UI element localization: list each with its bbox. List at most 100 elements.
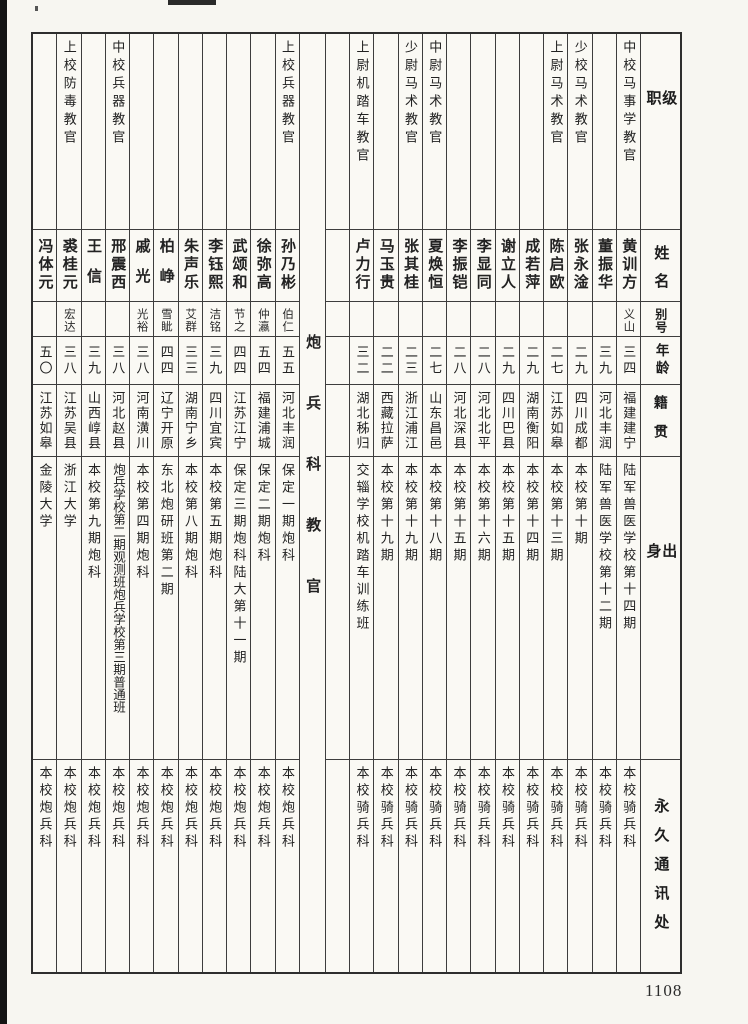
- native-cell: 河北北平: [471, 385, 495, 457]
- person-name: 徐弥高: [254, 238, 272, 292]
- person-address: 本校炮兵科: [110, 766, 126, 851]
- column-header-age: 年龄: [653, 343, 669, 378]
- origin-cell: 本校第十六期: [471, 457, 495, 760]
- origin-cell: 保定二期炮科: [251, 457, 275, 760]
- column-header-alias: 别号: [653, 308, 668, 334]
- address-cell: 本校炮兵科: [203, 760, 226, 972]
- native-cell: 江苏江宁: [227, 385, 251, 457]
- person-age: 二二: [378, 345, 394, 377]
- person-address: 本校骑兵科: [427, 766, 443, 851]
- age-cell: 三四: [616, 337, 640, 385]
- page-number: 1108: [645, 981, 683, 1000]
- native-cell: 江苏如皋: [544, 385, 568, 457]
- person-native: 四川宜宾: [207, 391, 223, 451]
- person-native: 河南潢川: [134, 391, 150, 451]
- rank-cell: [202, 34, 226, 230]
- alias-cell: 雪眦: [154, 302, 178, 337]
- rank-cell: [251, 34, 275, 230]
- person-origin: 本校第五期炮科: [207, 463, 223, 582]
- person-column: 上校兵器教官 孙乃彬 伯仁 五五 河北丰润 保定一期炮科 本校炮兵科: [274, 34, 299, 972]
- origin-cell: 保定一期炮科: [275, 457, 299, 760]
- person-name: 谢立人: [499, 238, 516, 292]
- column-header-native: 籍贯: [652, 395, 669, 453]
- person-origin: 东北炮研班第二期: [158, 463, 174, 599]
- name-cell: 李钰熙: [202, 230, 226, 302]
- age-cell: 五〇: [33, 337, 57, 385]
- scan-artifact-mark: [168, 0, 216, 5]
- person-rank: 上校防毒教官: [61, 40, 77, 148]
- person-column: 谢立人 二九 四川巴县 本校第十五期 本校骑兵科: [494, 34, 519, 972]
- native-cell: 四川成都: [568, 385, 592, 457]
- person-address: 本校炮兵科: [134, 766, 150, 851]
- origin-cell: 交辎学校机踏车训练班: [350, 457, 374, 760]
- person-origin: 保定二期炮科: [255, 463, 271, 565]
- person-name: 李振铠: [450, 238, 468, 292]
- person-column: 王信 三九 山西崞县 本校第九期炮科 本校炮兵科: [80, 34, 105, 972]
- person-name: 陈启欧: [547, 238, 565, 292]
- person-age: 二八: [475, 345, 491, 377]
- column-header-address: 永久通讯处: [652, 798, 670, 943]
- person-alias: 伯仁: [281, 308, 294, 333]
- person-address: 本校炮兵科: [207, 766, 223, 851]
- person-rank: 少校马术教官: [572, 40, 588, 148]
- age-cell: 三八: [57, 337, 81, 385]
- rank-cell: [374, 34, 398, 230]
- person-native: 河北赵县: [110, 391, 126, 451]
- age-cell: 五五: [275, 337, 299, 385]
- origin-cell: 本校第十五期: [447, 457, 471, 760]
- native-cell: 河北深县: [447, 385, 471, 457]
- person-age: 三八: [134, 345, 150, 377]
- person-column: 董振华 三九 河北丰润 陆军兽医学校第十二期 本校骑兵科: [591, 34, 616, 972]
- person-origin: 保定一期炮科: [279, 463, 295, 565]
- native-cell: 江苏如皋: [33, 385, 57, 457]
- person-name: 马玉贵: [377, 238, 395, 292]
- alias-cell: 伯仁: [275, 302, 299, 337]
- native-cell: 湖南衡阳: [519, 385, 543, 457]
- person-native: 河北丰润: [596, 391, 612, 451]
- address-cell: 本校骑兵科: [544, 760, 567, 972]
- address-cell: 永久通讯处: [641, 760, 680, 972]
- origin-cell: 本校第十八期: [422, 457, 446, 760]
- address-cell: 本校骑兵科: [617, 760, 640, 972]
- person-native: 江苏如皋: [37, 391, 53, 451]
- person-column: 少校马术教官 张永淦 二九 四川成都 本校第十期 本校骑兵科: [567, 34, 592, 972]
- address-cell: 本校骑兵科: [350, 760, 373, 972]
- address-cell: 本校骑兵科: [399, 760, 422, 972]
- person-age: 二七: [548, 345, 564, 377]
- address-cell: 本校炮兵科: [33, 760, 56, 972]
- person-name: 朱声乐: [182, 238, 199, 292]
- rank-cell: [519, 34, 543, 230]
- name-cell: 成若萍: [519, 230, 543, 302]
- person-rank: 中尉马术教官: [427, 40, 443, 148]
- person-alias: 雪眦: [159, 308, 172, 333]
- person-column: 李显同 二八 河北北平 本校第十六期 本校骑兵科: [470, 34, 495, 972]
- person-alias: 节之: [232, 308, 245, 333]
- person-name: 李显同: [474, 238, 492, 292]
- native-cell: 籍贯: [641, 385, 680, 457]
- person-alias: 艾群: [184, 308, 197, 333]
- age-cell: 三八: [130, 337, 154, 385]
- origin-cell: 东北炮研班第二期: [154, 457, 178, 760]
- rank-cell: 上尉马术教官: [544, 34, 568, 230]
- alias-cell: [592, 302, 616, 337]
- name-cell: 谢立人: [495, 230, 519, 302]
- person-address: 本校炮兵科: [279, 766, 295, 851]
- person-origin: 本校第十九期: [402, 463, 418, 565]
- name-cell: 夏焕恒: [422, 230, 446, 302]
- scan-artifact-speck: [35, 6, 38, 11]
- age-cell: 二九: [495, 337, 519, 385]
- name-cell: 姓名: [641, 230, 680, 302]
- alias-cell: 仲瀛: [251, 302, 275, 337]
- native-cell: 河南潢川: [130, 385, 154, 457]
- section-title: 炮兵科教官: [304, 334, 322, 639]
- age-cell: 二七: [422, 337, 446, 385]
- person-native: 西藏拉萨: [378, 391, 394, 451]
- person-origin: 陆军兽医学校第十二期: [596, 463, 612, 633]
- person-native: 湖南宁乡: [182, 391, 198, 451]
- rank-cell: 上校防毒教官: [57, 34, 81, 230]
- alias-cell: [519, 302, 543, 337]
- rank-cell: [495, 34, 519, 230]
- rank-cell: 中尉马术教官: [422, 34, 446, 230]
- native-cell: 福建建宁: [616, 385, 640, 457]
- person-column: 武颂和 节之 四四 江苏江宁 保定三期炮科陆大第十一期 本校炮兵科: [226, 34, 251, 972]
